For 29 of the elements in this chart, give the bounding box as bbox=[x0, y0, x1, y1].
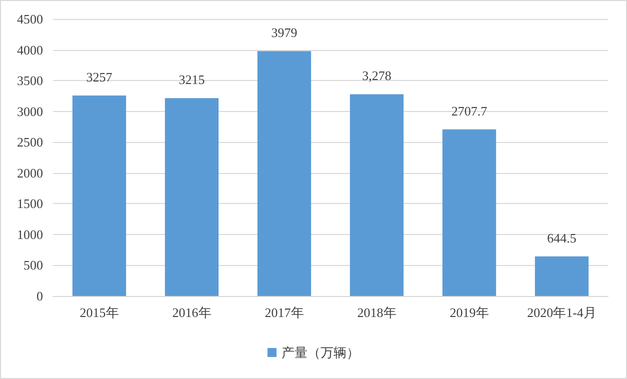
legend-label: 产量（万辆） bbox=[282, 345, 360, 360]
data-label: 3257 bbox=[86, 70, 113, 85]
y-tick-label: 2500 bbox=[17, 134, 43, 150]
data-label: 3215 bbox=[178, 72, 205, 88]
bar bbox=[164, 98, 219, 296]
y-tick-label: 1000 bbox=[17, 226, 43, 242]
x-tick-label: 2017年 bbox=[264, 305, 304, 320]
x-tick-label: 2020年1-4月 bbox=[527, 305, 596, 320]
bar bbox=[442, 129, 496, 296]
x-tick-label: 2019年 bbox=[450, 305, 489, 320]
y-tick-label: 3000 bbox=[17, 104, 43, 119]
data-label: 2707.7 bbox=[451, 103, 488, 118]
data-label: 3979 bbox=[271, 25, 298, 40]
data-label: 644.5 bbox=[547, 230, 576, 246]
bar bbox=[350, 94, 404, 296]
y-tick-label: 4000 bbox=[17, 42, 43, 58]
x-tick-label: 2016年 bbox=[172, 305, 212, 320]
x-tick-label: 2015年 bbox=[80, 305, 119, 320]
y-tick-label: 0 bbox=[36, 288, 43, 304]
bar bbox=[257, 51, 312, 296]
bar bbox=[534, 256, 589, 296]
y-tick-label: 3500 bbox=[17, 73, 43, 88]
y-tick-label: 1500 bbox=[17, 196, 43, 212]
x-tick-label: 2018年 bbox=[357, 305, 396, 320]
y-tick-label: 500 bbox=[24, 258, 43, 273]
y-tick-label: 2000 bbox=[17, 165, 43, 180]
y-tick-label: 4500 bbox=[17, 12, 43, 26]
bar bbox=[72, 96, 126, 296]
data-label: 3,278 bbox=[362, 68, 392, 84]
